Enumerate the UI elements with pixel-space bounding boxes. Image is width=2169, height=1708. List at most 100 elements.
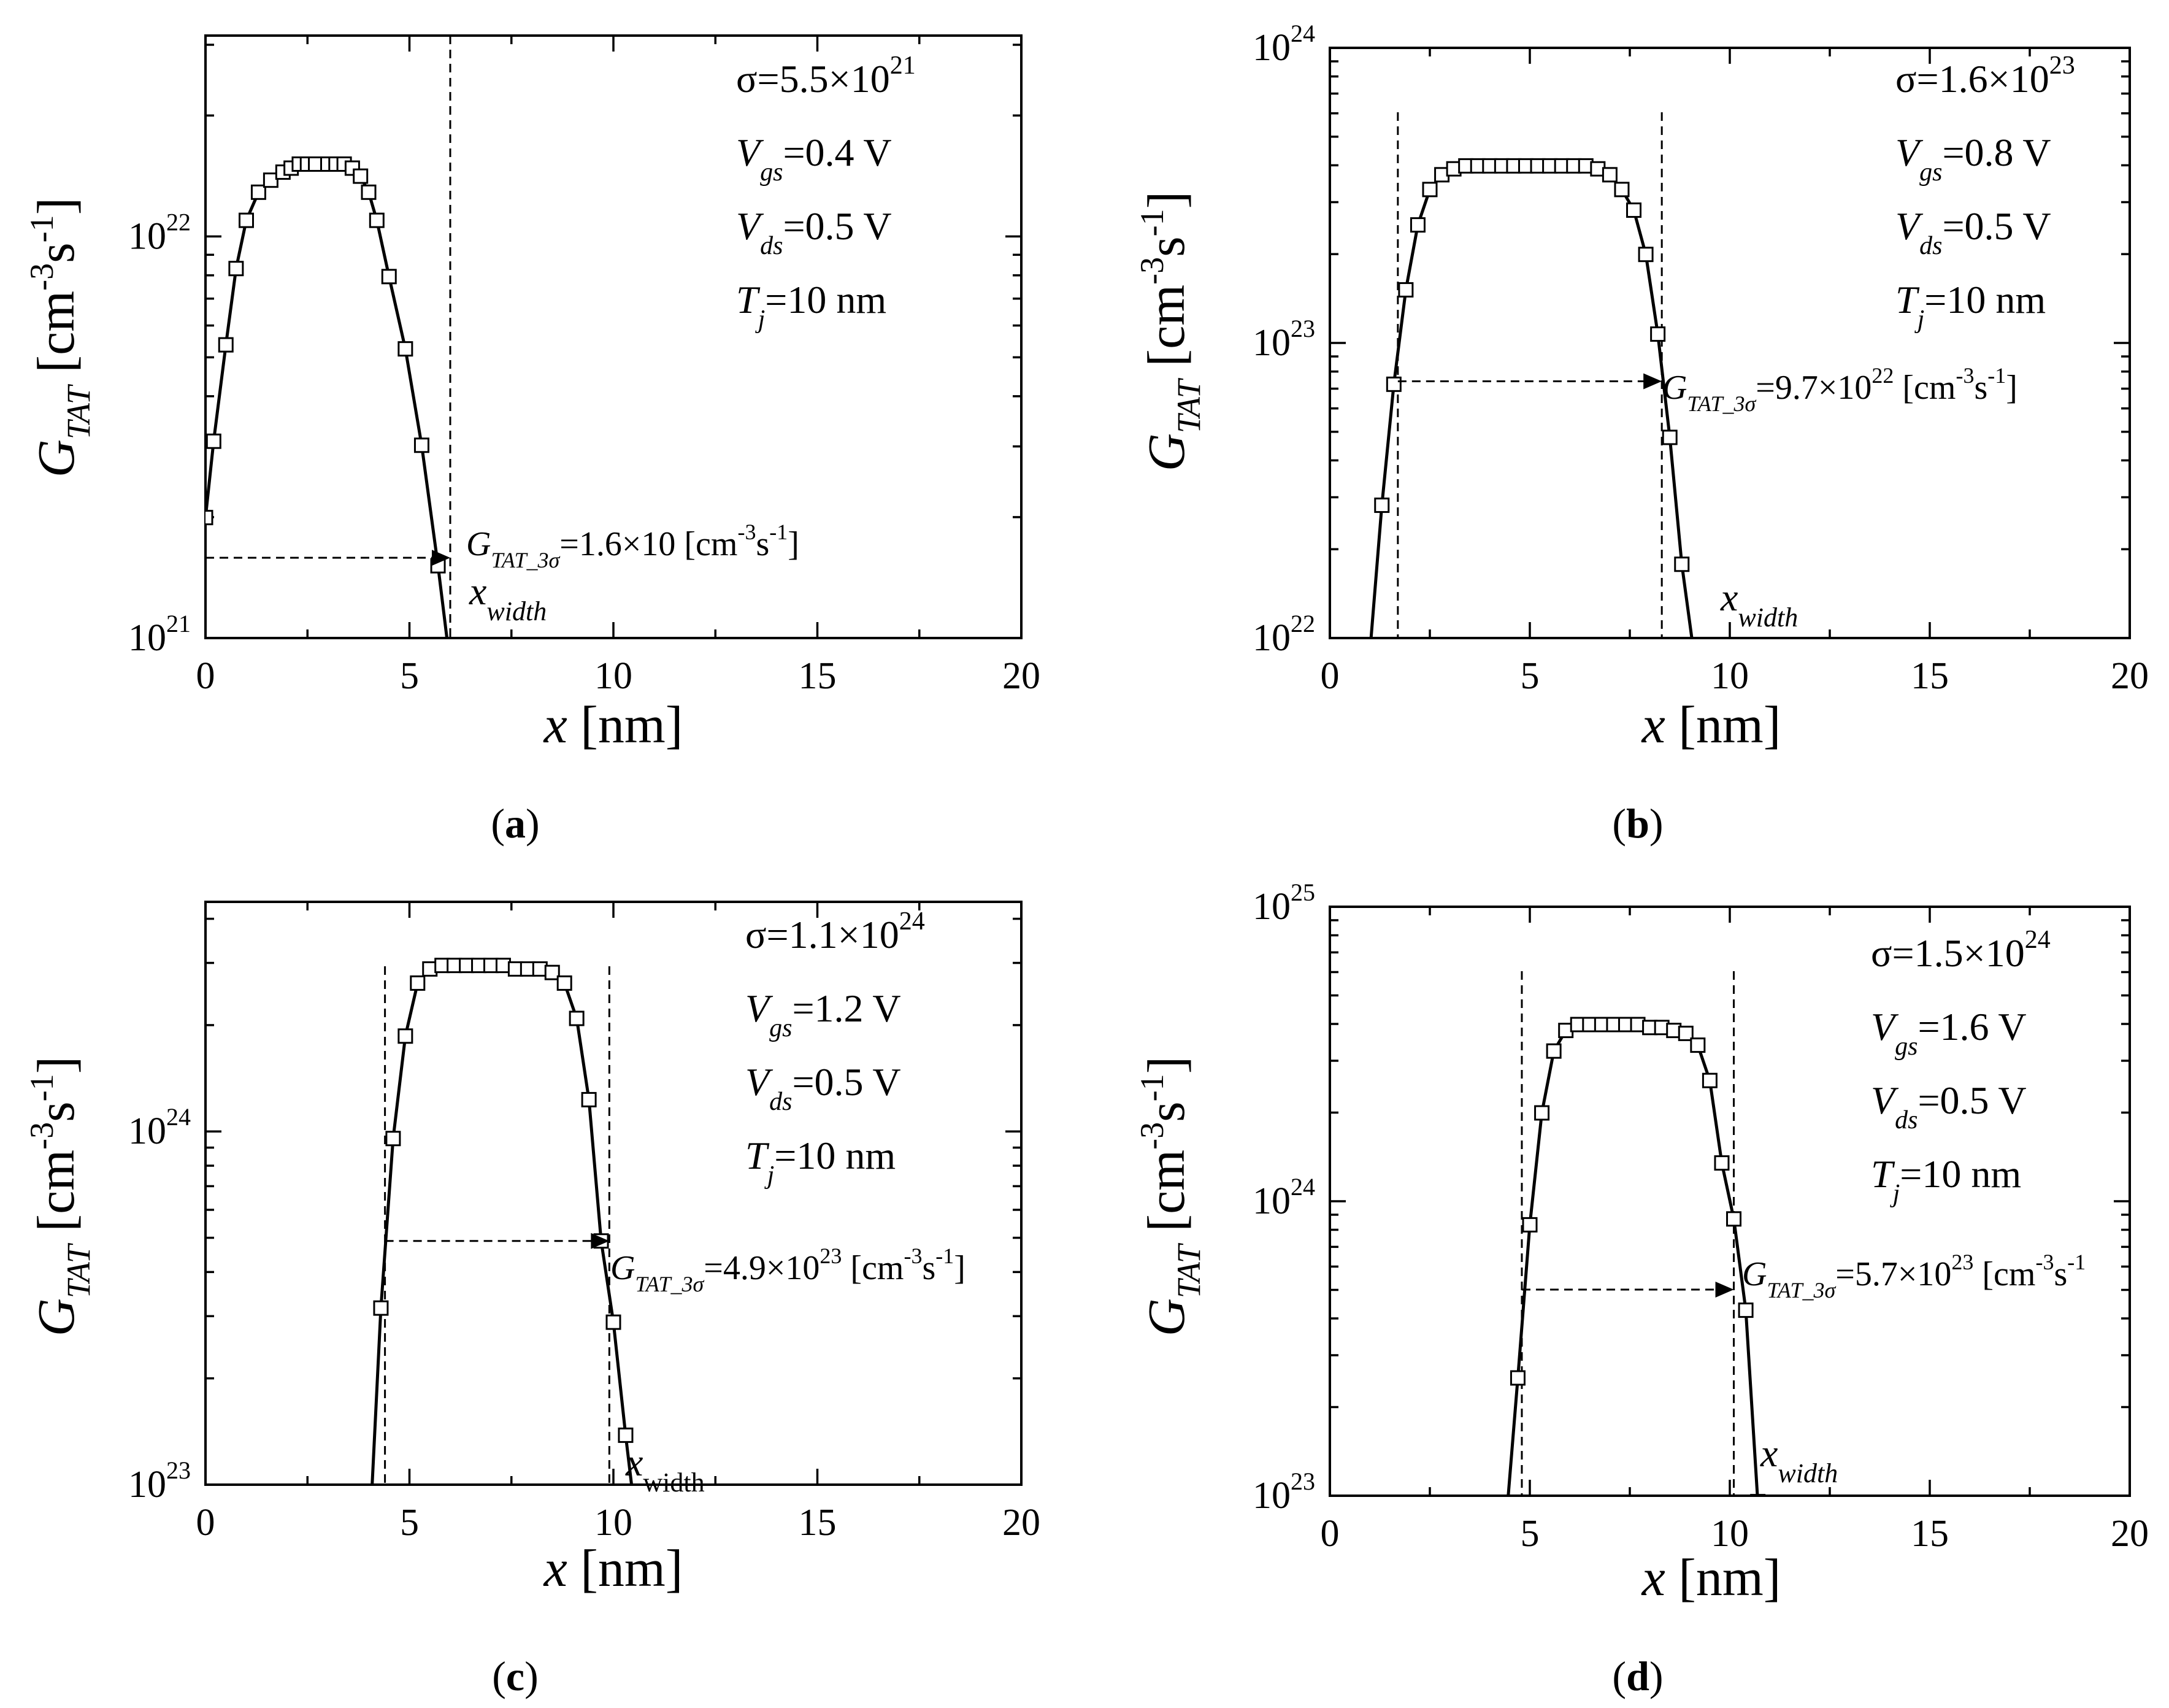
data-point xyxy=(239,212,254,228)
y-tick-label: 1023 xyxy=(1253,1468,1315,1517)
threshold-symbol: G xyxy=(610,1249,635,1287)
threshold-unit-s: s xyxy=(756,525,769,563)
x-axis-symbol: x xyxy=(543,1539,567,1598)
caption-letter: d xyxy=(1626,1653,1649,1699)
y-axis-subscript: TAT xyxy=(1170,377,1207,433)
threshold-value: =1.6×10 [cm xyxy=(559,525,737,563)
threshold-arrowhead xyxy=(432,550,450,566)
threshold-unit-close: ] xyxy=(788,525,799,563)
y-axis-exp2: -1 xyxy=(1134,1074,1170,1101)
data-point xyxy=(556,975,572,991)
vgs-label: Vgs=0.8 V xyxy=(1895,131,2051,187)
x-axis-label: x [nm] xyxy=(1641,695,1781,754)
caption-letter: b xyxy=(1626,800,1649,847)
y-axis-label: GTAT [cm-3s-1] xyxy=(23,1056,97,1336)
tj-subscript: j xyxy=(1890,1180,1900,1208)
threshold-unit-s: s xyxy=(2054,1255,2067,1293)
vgs-symbol: V xyxy=(736,131,764,174)
data-point xyxy=(353,168,369,184)
xwidth-label: xwidth xyxy=(469,569,547,626)
threshold-unit: [cm xyxy=(1894,369,1956,407)
y-tick-label: 1022 xyxy=(1253,610,1315,659)
sigma-label: σ=1.1×1024 xyxy=(745,907,925,956)
y-axis-exp2: -1 xyxy=(23,215,60,242)
threshold-unit-exp1: -3 xyxy=(904,1244,922,1268)
x-tick-label: 20 xyxy=(2111,655,2149,697)
vgs-subscript: gs xyxy=(769,1014,792,1042)
data-point xyxy=(218,337,234,353)
threshold-unit-exp2: -1 xyxy=(2067,1250,2086,1274)
panel-caption: (b) xyxy=(1612,800,1663,847)
threshold-unit-s: s xyxy=(922,1249,935,1287)
caption-close: ) xyxy=(526,800,540,847)
vds-symbol: V xyxy=(736,204,764,248)
sigma-value: σ=5.5×10 xyxy=(736,57,890,101)
threshold-value-exponent: 23 xyxy=(1951,1250,1973,1274)
x-axis-unit: [nm] xyxy=(1665,1548,1781,1607)
data-point xyxy=(397,341,413,357)
threshold-label: GTAT_3σ=9.7×1022 [cm-3s-1] xyxy=(1662,363,2017,416)
threshold-unit-exp1: -3 xyxy=(1956,363,1974,388)
x-tick-label: 15 xyxy=(1911,1513,1949,1555)
data-point xyxy=(385,1131,401,1147)
caption-letter: c xyxy=(506,1653,524,1699)
threshold-label: GTAT_3σ=1.6×10 [cm-3s-1] xyxy=(466,520,799,572)
x-tick-label: 10 xyxy=(594,1502,632,1544)
y-tick-exponent: 24 xyxy=(1291,1173,1315,1201)
tj-symbol: T xyxy=(1895,278,1920,321)
caption-letter: a xyxy=(505,800,526,847)
y-tick-base: 10 xyxy=(128,1464,166,1506)
xwidth-label: xwidth xyxy=(1760,1431,1838,1488)
data-point xyxy=(205,510,213,526)
threshold-symbol: G xyxy=(466,525,491,563)
threshold-unit: [cm xyxy=(1973,1255,2035,1293)
data-point xyxy=(1726,1211,1742,1227)
threshold-label: GTAT_3σ=4.9×1023 [cm-3s-1] xyxy=(610,1244,965,1296)
y-axis-s: s xyxy=(1137,1101,1196,1121)
y-tick-exponent: 22 xyxy=(166,208,191,236)
threshold-label: GTAT_3σ=5.7×1023 [cm-3s-1 xyxy=(1742,1250,2086,1302)
vgs-subscript: gs xyxy=(1895,1033,1918,1061)
data-curve xyxy=(205,162,449,638)
y-axis-subscript: TAT xyxy=(1170,1242,1207,1298)
tj-label: Tj=10 nm xyxy=(736,278,886,334)
xwidth-label: xwidth xyxy=(625,1441,705,1498)
data-point xyxy=(250,184,266,200)
xwidth-symbol: x xyxy=(1720,575,1738,619)
tj-symbol: T xyxy=(736,278,761,321)
y-axis-subscript: TAT xyxy=(60,1242,97,1298)
sigma-label: σ=1.5×1024 xyxy=(1871,926,2051,975)
tj-symbol: T xyxy=(1871,1152,1895,1196)
y-axis-s: s xyxy=(26,242,85,263)
x-tick-label: 0 xyxy=(196,655,215,697)
y-tick-base: 10 xyxy=(128,617,166,659)
data-point xyxy=(1422,182,1438,198)
threshold-subscript: TAT_3σ xyxy=(1767,1278,1836,1302)
data-point xyxy=(1674,556,1690,572)
plot-data xyxy=(370,958,634,1485)
sigma-value: σ=1.6×10 xyxy=(1895,57,2049,101)
vgs-subscript: gs xyxy=(1919,158,1942,187)
vds-label: Vds=0.5 V xyxy=(1895,204,2051,260)
data-point xyxy=(381,269,397,285)
tj-value: =10 nm xyxy=(765,278,886,321)
vgs-symbol: V xyxy=(1895,131,1924,174)
threshold-value: =5.7×10 xyxy=(1835,1255,1951,1293)
x-tick-label: 15 xyxy=(1911,655,1949,697)
tj-subscript: j xyxy=(1914,306,1925,334)
y-axis-symbol: G xyxy=(1137,433,1196,471)
vds-label: Vds=0.5 V xyxy=(745,1060,901,1116)
panel-caption: (d) xyxy=(1612,1653,1663,1699)
x-tick-label: 10 xyxy=(1711,1513,1749,1555)
vds-label: Vds=0.5 V xyxy=(736,204,892,260)
vds-subscript: ds xyxy=(1919,232,1942,260)
y-axis-symbol: G xyxy=(26,1298,85,1336)
y-tick-exponent: 22 xyxy=(1291,610,1315,637)
threshold-symbol: G xyxy=(1662,369,1687,407)
y-tick-base: 10 xyxy=(1253,617,1291,659)
x-tick-label: 20 xyxy=(1002,1502,1040,1544)
y-axis-unit: [cm xyxy=(26,1150,85,1245)
y-tick-exponent: 21 xyxy=(166,610,191,637)
